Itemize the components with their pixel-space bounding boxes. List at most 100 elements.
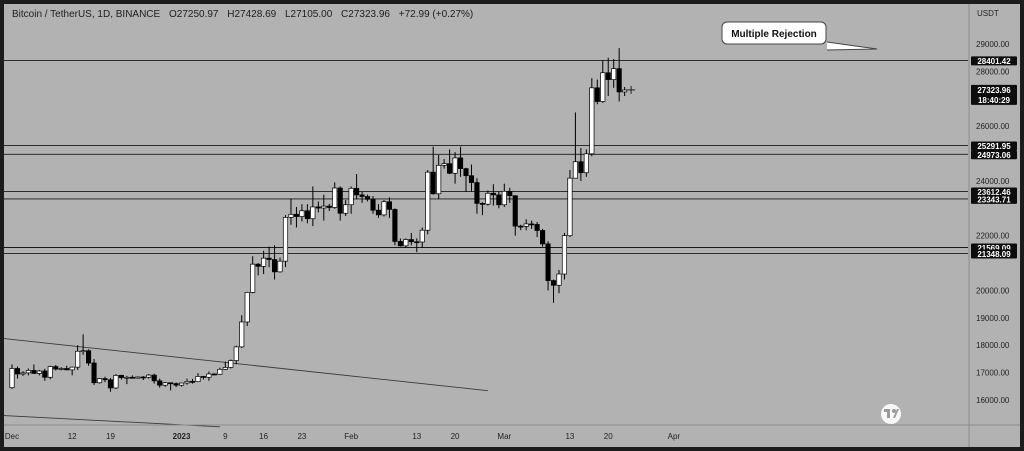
candle [561, 232, 568, 280]
price-label-bg [971, 141, 1017, 151]
price-label-bg [971, 150, 1017, 160]
candle [20, 371, 26, 376]
candle [326, 203, 332, 212]
candle [69, 366, 75, 376]
logo-dot [892, 409, 896, 413]
candle [36, 369, 42, 376]
candle-body [310, 206, 316, 220]
candle-body [392, 209, 398, 242]
candle [304, 204, 310, 224]
candle-body [408, 239, 414, 243]
candle-body [605, 72, 611, 80]
candle-body [304, 210, 310, 220]
candle [512, 195, 518, 236]
candle-body [299, 210, 305, 217]
price-chart[interactable]: USDT 29000.00 28000.00 26000.00 24000.00 2200… [4, 4, 1020, 447]
x-tick-label: 9 [223, 432, 228, 441]
candle-body [69, 366, 75, 371]
candle [321, 194, 327, 221]
candle-body [228, 360, 234, 368]
candle-body [622, 89, 628, 93]
candle-body [386, 201, 392, 210]
candle-body [397, 241, 403, 247]
candle-body [589, 87, 595, 155]
candle-body [594, 87, 600, 102]
candle-body [91, 362, 97, 384]
candle-body [107, 379, 114, 389]
candle-body [490, 192, 496, 196]
candle [479, 202, 485, 216]
candle [157, 378, 163, 388]
candle [343, 200, 349, 216]
callout-text: Multiple Rejection [731, 29, 817, 40]
candle [425, 169, 431, 235]
candle-body [157, 380, 163, 386]
candle-body [354, 187, 360, 196]
axis-unit-label: USDT [977, 9, 999, 18]
y-tick-label: 18000.00 [976, 341, 1010, 350]
candle [572, 112, 578, 179]
candle [468, 164, 475, 192]
candle-body [572, 161, 578, 179]
x-tick-label: 19 [106, 432, 115, 441]
candle [523, 219, 529, 231]
candle-body [222, 367, 228, 370]
candle [288, 198, 294, 225]
y-tick-label: 24000.00 [976, 177, 1010, 186]
candle [162, 381, 168, 387]
candle-body [441, 163, 447, 166]
level-price-label: 24973.06 [977, 151, 1011, 160]
candle [583, 149, 589, 177]
candle-body [168, 382, 174, 385]
candle [250, 256, 256, 294]
candle-body [326, 205, 332, 208]
candle-body [184, 381, 190, 384]
candle-body [113, 375, 119, 389]
price-label-bg [971, 187, 1017, 197]
candle [189, 378, 196, 384]
candle [217, 367, 223, 375]
ohlc-close: C27323.96 [341, 9, 390, 20]
logo-bar [887, 409, 890, 418]
candle-body [436, 164, 442, 195]
candle-body [375, 209, 382, 216]
candle [14, 366, 21, 379]
candle [42, 368, 48, 381]
candle [261, 250, 267, 275]
candle-body [129, 376, 135, 379]
candle-body [266, 257, 272, 260]
candle-body [414, 241, 420, 244]
candle [408, 232, 414, 246]
candle [91, 358, 97, 385]
candle-body [365, 196, 371, 200]
candle-body [457, 157, 464, 169]
candle [179, 382, 185, 387]
candle [354, 174, 360, 199]
candle-body [447, 163, 453, 174]
x-tick-label: 20 [604, 432, 613, 441]
x-tick-label: 16 [259, 432, 268, 441]
candle-body [53, 366, 59, 370]
callout-box [721, 21, 827, 45]
x-tick-label: Feb [344, 432, 358, 441]
candle [102, 376, 108, 383]
candle [332, 182, 338, 209]
current-price-label: 27323.96 [977, 86, 1011, 95]
candle-body [64, 368, 70, 371]
price-label-bg [971, 56, 1017, 66]
candle-body [118, 375, 124, 378]
candle [151, 373, 157, 384]
y-tick-label: 22000.00 [976, 232, 1010, 241]
candle-body [239, 321, 245, 348]
candle [529, 220, 535, 229]
candle [140, 376, 146, 381]
candle-body [556, 273, 562, 286]
candle-body [359, 194, 365, 197]
level-price-label: 25291.95 [977, 142, 1011, 151]
candle [9, 364, 15, 390]
logo-slash [893, 409, 899, 418]
countdown-label: 18:40:29 [978, 96, 1011, 105]
x-tick-label: 23 [297, 432, 306, 441]
candle-body [200, 376, 207, 378]
candle-body [600, 72, 606, 102]
